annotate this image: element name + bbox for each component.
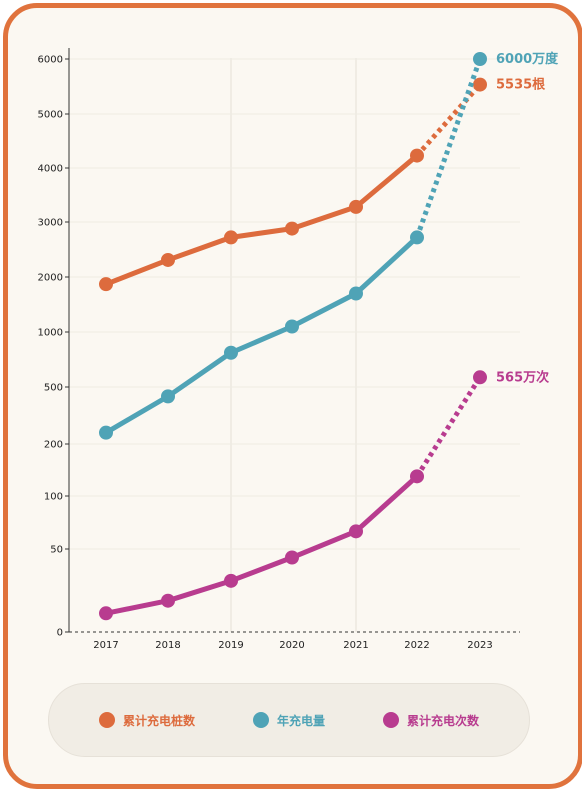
series-projection-line xyxy=(414,375,483,478)
legend-item-charge-count: 累计充电次数 xyxy=(382,712,479,729)
series-end-label: 5535根 xyxy=(496,77,546,93)
data-point xyxy=(99,606,113,621)
axis-layer: 6000500040003000200010005002001005002017… xyxy=(38,48,520,651)
x-tick-label: 2017 xyxy=(93,640,118,651)
data-point xyxy=(224,573,238,588)
data-point xyxy=(161,252,175,267)
label-layer: 5535根 6000万度 565万次 xyxy=(496,51,559,385)
legend-label-charge-count: 累计充电次数 xyxy=(406,713,479,728)
legend: 累计充电桩数 年充电量 累计充电次数 xyxy=(48,683,530,757)
series-line xyxy=(103,234,420,436)
y-tick-label: 200 xyxy=(44,440,63,451)
data-point xyxy=(99,277,113,292)
series-layer xyxy=(99,52,487,621)
y-tick-label: 6000 xyxy=(38,55,63,66)
x-tick-label: 2018 xyxy=(155,640,180,651)
data-point xyxy=(349,524,363,539)
legend-label-charging-piles: 累计充电桩数 xyxy=(123,713,196,728)
y-tick-label: 3000 xyxy=(38,218,63,229)
y-tick-label: 4000 xyxy=(38,164,63,175)
data-point xyxy=(161,593,175,608)
data-point xyxy=(285,319,299,334)
data-point xyxy=(224,345,238,360)
y-tick-label: 0 xyxy=(57,628,63,639)
data-point xyxy=(349,199,363,214)
legend-label-annual-charge: 年充电量 xyxy=(276,713,325,728)
x-tick-label: 2023 xyxy=(467,640,492,651)
legend-item-annual-charge: 年充电量 xyxy=(252,712,325,729)
y-tick-label: 500 xyxy=(44,383,63,394)
legend-swatch-annual-charge xyxy=(252,712,269,728)
data-point xyxy=(161,389,175,404)
grid-layer xyxy=(69,58,520,632)
data-point xyxy=(224,230,238,245)
legend-item-charging-piles: 累计充电桩数 xyxy=(99,712,195,729)
data-point xyxy=(349,286,363,301)
chart-frame xyxy=(3,3,582,789)
legend-swatch-charging-piles xyxy=(99,712,115,728)
x-tick-label: 2021 xyxy=(343,640,368,651)
legend-swatch-charge-count xyxy=(382,712,399,728)
data-point xyxy=(99,425,113,440)
x-tick-label: 2022 xyxy=(404,640,429,651)
series-end-label: 565万次 xyxy=(496,369,549,385)
series-line xyxy=(103,473,420,616)
y-tick-label: 1000 xyxy=(38,328,63,339)
y-tick-label: 50 xyxy=(50,545,63,556)
data-point xyxy=(285,550,299,565)
y-tick-label: 100 xyxy=(44,492,63,503)
x-tick-label: 2020 xyxy=(279,640,304,651)
series-line xyxy=(103,153,420,287)
data-point xyxy=(473,370,487,385)
data-point xyxy=(410,469,424,484)
x-tick-label: 2019 xyxy=(218,640,243,651)
data-point xyxy=(410,148,424,163)
data-point xyxy=(473,52,487,66)
data-point xyxy=(473,77,487,92)
data-point xyxy=(410,230,424,245)
y-tick-label: 2000 xyxy=(38,273,63,284)
y-tick-label: 5000 xyxy=(38,110,63,121)
data-point xyxy=(285,221,299,236)
series-end-label: 6000万度 xyxy=(496,51,559,67)
